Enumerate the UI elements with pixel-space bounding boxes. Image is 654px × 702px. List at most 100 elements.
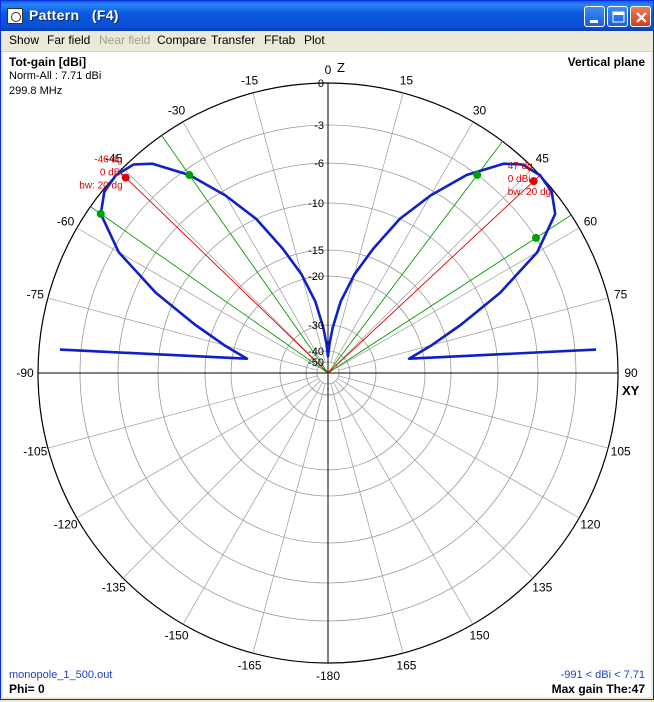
menu-near-field[interactable]: Near field [99,33,151,47]
norm-label: Norm-All : 7.71 dBi [9,70,101,82]
angle-label: -180 [316,669,340,683]
halfpower-dot [473,170,482,179]
spoke-105 [338,375,609,449]
phi-label: Phi= 0 [9,682,45,696]
halfpower-dot [185,171,194,180]
halfpower-dot [96,209,105,218]
maximize-icon [612,11,625,23]
window-title: Pattern (F4) [29,7,119,23]
menu-compare[interactable]: Compare [157,33,207,47]
app-icon[interactable] [7,8,23,24]
angle-label: -15 [241,73,259,87]
close-icon [636,12,647,23]
angle-label: -75 [27,288,45,302]
plot-area[interactable]: 0 15 30 45 60 75 90 105 120 135 150 165 -180 -165 -15 0… [3,52,651,697]
marker-label: 0 dBi [100,168,123,179]
spoke-315 [122,167,321,366]
frequency-label: 299.8 MHz [9,85,62,97]
plane-label: Vertical plane [568,55,646,69]
spoke-120 [337,378,580,519]
spoke-165 [330,383,404,654]
angle-label: -135 [102,580,126,594]
angle-label: -45 [105,152,123,166]
z-axis-label: Z [337,60,345,75]
menu-plot[interactable]: Plot [304,33,325,47]
angle-label: 75 [614,288,628,302]
angle-label: 60 [584,215,598,229]
angle-label: -120 [54,518,78,532]
angle-label: 165 [396,659,416,673]
spoke-255 [47,375,318,449]
spoke-210 [182,382,323,625]
spoke-75 [338,297,609,371]
spoke-135 [335,380,534,579]
radial-label: -20 [308,271,324,283]
spoke-240 [76,378,319,519]
halfpower-dot [531,233,540,242]
marker-group: -46 dg 0 dBi bw: 20 dg 47 dg 0 dBi bw: 20 dg [79,155,551,242]
marker-label: 47 dg [508,161,533,172]
polar-chart: 0 15 30 45 60 75 90 105 120 135 150 165 -180 -165 -15 0… [9,55,646,696]
minimize-button[interactable] [584,6,605,27]
marker-label: 0 dBi [508,174,531,185]
angle-label: 90 [624,366,638,380]
max-gain-label: Max gain The:47 [552,682,646,696]
radial-label: -30 [308,320,324,332]
halfpower-ray [161,135,329,374]
spoke-15 [330,92,404,363]
max-gain-ray [327,174,541,374]
max-gain-dot [121,173,130,182]
angle-label: 120 [580,518,600,532]
menu-fftab[interactable]: FFtab [264,33,296,47]
halfpower-ray [327,214,572,374]
menu-far-field[interactable]: Far field [47,33,91,47]
radial-label: 0 [318,78,324,90]
angle-label: -105 [23,444,47,458]
spoke-345 [252,92,326,363]
close-button[interactable] [630,6,651,27]
angle-label: 30 [473,104,487,118]
angle-label: 105 [611,444,631,458]
marker-label: -46 dg [94,155,122,166]
halfpower-ray [90,206,329,374]
marker-label: bw: 20 dg [508,187,551,198]
menu-transfer[interactable]: Transfer [211,33,256,47]
quantity-label: Tot-gain [dBi] [9,55,86,69]
grid-labels: 0 15 30 45 60 75 90 105 120 135 150 165 -180 -165 -15 0… [16,63,638,683]
spoke-195 [252,383,326,654]
angle-label: 0 [325,63,332,77]
xy-axis-label: XY [622,383,640,398]
angle-label: 15 [400,73,414,87]
angle-label: -60 [57,215,75,229]
spoke-225 [122,380,321,579]
halfpower-ray [327,141,503,374]
radial-label: -40 [308,346,324,358]
radial-label: -6 [314,158,324,170]
pattern-curve [59,162,597,360]
angle-label: 135 [532,580,552,594]
spoke-30 [333,121,474,364]
radial-label: -50 [308,357,324,369]
menu-show[interactable]: Show [9,33,40,47]
spoke-330 [182,121,323,364]
radial-label: -10 [308,198,324,210]
filename-label: monopole_1_500.out [9,669,112,681]
spoke-45 [335,167,534,366]
marker-label: bw: 20 dg [79,181,122,192]
max-gain-dot [529,177,538,186]
title-bar[interactable]: Pattern (F4) [1,1,653,31]
spoke-285 [47,297,318,371]
angle-label: -30 [168,104,186,118]
pattern-series [59,162,597,360]
angle-label: -165 [238,659,262,673]
max-gain-ray [119,171,329,374]
angle-label: 150 [469,628,489,642]
angle-label: 45 [536,152,550,166]
radial-label: -15 [308,245,324,257]
range-label: -991 < dBi < 7.71 [561,669,645,681]
angle-label: -90 [16,366,34,380]
maximize-button[interactable] [607,6,628,27]
minimize-icon [590,20,598,23]
radial-label: -3 [314,120,324,132]
